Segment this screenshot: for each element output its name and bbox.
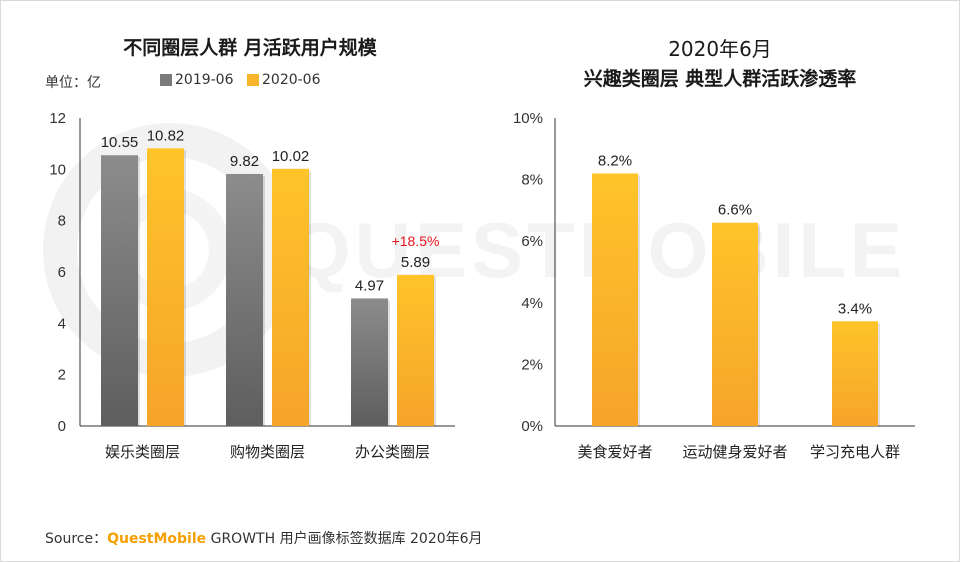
right-x-tick-label: 美食爱好者	[577, 444, 652, 461]
unit-label: 单位：亿	[45, 75, 101, 91]
bar-2020-06	[397, 274, 434, 426]
source-prefix: Source：	[45, 531, 108, 547]
bar-value-label: 4.97	[355, 277, 384, 294]
growth-annotation: +18.5%	[392, 233, 440, 249]
bar-value-label: 5.89	[401, 254, 430, 271]
right-x-tick-label: 运动健身爱好者	[682, 444, 787, 461]
legend-item-2020: 2020-06	[247, 72, 321, 88]
left-x-tick-label: 购物类圈层	[230, 444, 305, 461]
left-y-tick-label: 4	[58, 315, 66, 332]
source-note: Source：QuestMobile GROWTH 用户画像标签数据库 2020…	[45, 528, 483, 548]
legend-label-2020: 2020-06	[262, 72, 321, 88]
right-chart-title-line2: 兴趣类圈层 典型人群活跃渗透率	[583, 68, 857, 90]
bar-value-label: 3.4%	[838, 300, 872, 317]
bar-2019-06	[101, 155, 138, 426]
bar-value-label: 10.02	[272, 148, 310, 165]
legend-item-2019: 2019-06	[160, 72, 234, 88]
bar-penetration	[592, 173, 638, 426]
right-y-tick-label: 2%	[521, 356, 543, 373]
bar-penetration	[832, 321, 878, 426]
bar-2020-06	[147, 148, 184, 426]
source-brand: QuestMobile	[107, 531, 207, 547]
bar-penetration	[712, 222, 758, 426]
bar-value-label: 6.6%	[718, 202, 752, 219]
source-rest: GROWTH 用户画像标签数据库 2020年6月	[206, 531, 483, 547]
bar-value-label: 10.82	[147, 127, 185, 144]
legend-swatch-2019	[160, 74, 172, 86]
left-x-tick-label: 娱乐类圈层	[105, 444, 180, 461]
left-y-tick-label: 0	[58, 418, 66, 435]
bar-value-label: 9.82	[230, 153, 259, 170]
left-x-tick-label: 办公类圈层	[355, 444, 430, 461]
bar-value-label: 10.55	[101, 134, 139, 151]
right-y-tick-label: 4%	[521, 295, 543, 312]
left-y-tick-label: 2	[58, 367, 66, 384]
left-chart-title: 不同圈层人群 月活跃用户规模	[123, 37, 377, 59]
bar-value-label: 8.2%	[598, 152, 632, 169]
right-y-tick-label: 8%	[521, 172, 543, 189]
right-y-tick-label: 10%	[513, 110, 543, 127]
right-y-tick-label: 6%	[521, 233, 543, 250]
right-y-tick-label: 0%	[521, 418, 543, 435]
bar-2019-06	[226, 173, 263, 426]
left-y-tick-label: 12	[49, 110, 66, 127]
bar-2020-06	[272, 168, 309, 426]
left-y-tick-label: 10	[49, 161, 66, 178]
left-y-tick-label: 8	[58, 213, 66, 230]
bar-2019-06	[351, 298, 388, 426]
legend-label-2019: 2019-06	[175, 72, 234, 88]
right-x-tick-label: 学习充电人群	[810, 444, 900, 461]
left-y-tick-label: 6	[58, 264, 66, 281]
right-chart-title-line1: 2020年6月	[668, 37, 772, 61]
legend-swatch-2020	[247, 74, 259, 86]
